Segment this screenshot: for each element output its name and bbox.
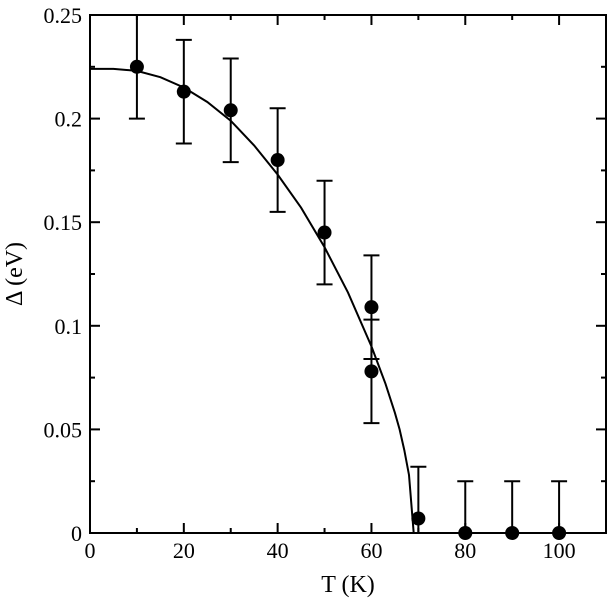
y-tick-label: 0.2	[55, 107, 83, 132]
y-tick-label: 0.1	[55, 314, 83, 339]
fit-curve-layer	[90, 67, 415, 534]
x-tick-label: 60	[360, 538, 382, 563]
tick-labels-layer: 0 20 40 60 80 100 0 0.05 0.1 0.15 0.2 0.25	[44, 3, 576, 563]
data-points-layer	[128, 14, 568, 540]
data-point	[411, 511, 426, 526]
plot-frame	[89, 14, 607, 534]
data-point	[223, 103, 238, 118]
axis-ticks-layer	[89, 14, 606, 534]
x-tick-label: 100	[543, 538, 576, 563]
y-tick-label: 0.05	[44, 417, 83, 442]
data-point	[176, 84, 191, 99]
data-point	[270, 153, 285, 168]
x-tick-label: 20	[173, 538, 195, 563]
y-tick-label: 0	[71, 521, 82, 546]
y-axis-title: Δ (eV)	[2, 242, 28, 306]
data-point	[364, 364, 379, 379]
data-point	[364, 300, 379, 315]
data-point	[129, 59, 144, 74]
x-tick-label: 80	[454, 538, 476, 563]
x-tick-label: 40	[267, 538, 289, 563]
x-tick-label: 0	[85, 538, 96, 563]
y-tick-label: 0.25	[44, 3, 83, 28]
fit-curve	[90, 67, 415, 534]
y-tick-label: 0.15	[44, 210, 83, 235]
x-axis-title: T (K)	[321, 572, 375, 598]
data-point	[317, 225, 332, 240]
